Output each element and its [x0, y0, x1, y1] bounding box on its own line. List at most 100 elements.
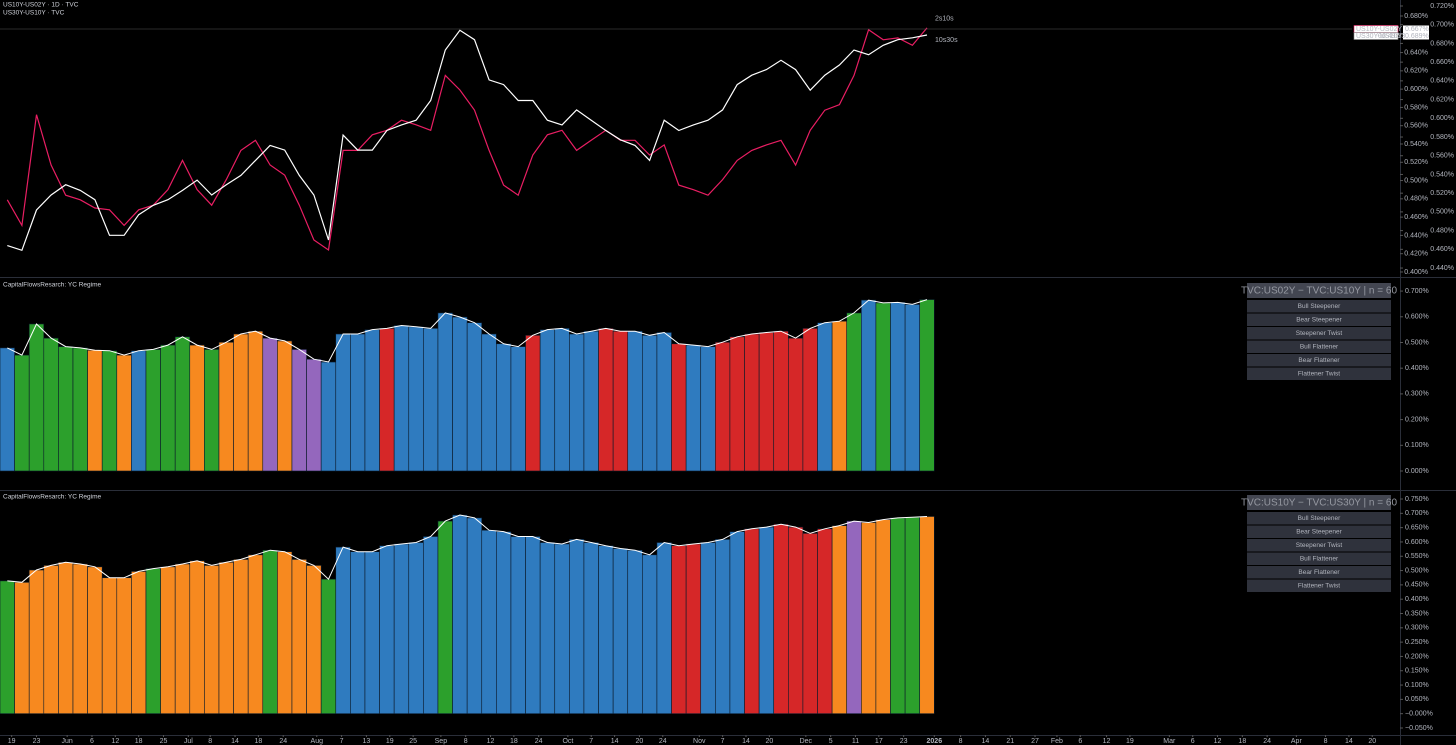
- legend-row: [1247, 512, 1391, 525]
- x-tick-label: 20: [1368, 738, 1376, 745]
- bar: [700, 542, 716, 714]
- bar: [0, 580, 15, 714]
- x-tick-label: 12: [1103, 738, 1111, 745]
- x-tick-label: 8: [1324, 738, 1328, 745]
- bar: [452, 514, 468, 714]
- bar: [277, 340, 293, 472]
- bar: [28, 323, 45, 472]
- bar: [642, 334, 658, 472]
- legend-entry: Bear Flattener: [1298, 357, 1340, 364]
- bar: [831, 320, 848, 472]
- x-tick-label: 25: [160, 738, 168, 745]
- y-tick-label: 0.600%: [1404, 86, 1428, 93]
- legend-entry: Flattener Twist: [1298, 583, 1340, 590]
- bar: [627, 330, 643, 472]
- bar: [700, 346, 716, 472]
- bar: [656, 332, 672, 472]
- bar: [729, 531, 745, 714]
- bar: [627, 549, 643, 714]
- x-tick-label: 8: [464, 738, 468, 745]
- y-tick-label: 0.400%: [1405, 596, 1429, 603]
- bar: [539, 542, 556, 714]
- bar: [101, 577, 118, 714]
- y-tick-label: 0.700%: [1405, 288, 1429, 295]
- bar: [890, 302, 906, 472]
- bar: [101, 350, 118, 472]
- bar: [817, 322, 833, 472]
- bar: [43, 337, 59, 472]
- legend-row: [1247, 340, 1391, 353]
- x-tick-label: 18: [1238, 738, 1246, 745]
- y-tick-label: 0.400%: [1404, 269, 1428, 276]
- x-tick-label: 19: [386, 738, 394, 745]
- legend-entry: Steepener Twist: [1296, 542, 1343, 549]
- legend-row: [1247, 300, 1391, 313]
- x-tick-label: Nov: [693, 738, 706, 745]
- bar: [642, 554, 658, 714]
- y-tick-label: 0.250%: [1405, 639, 1429, 646]
- x-tick-label: 14: [982, 738, 990, 745]
- y-tick-label: 0.050%: [1405, 696, 1429, 703]
- bar: [773, 523, 789, 714]
- y-tick-label: 0.500%: [1405, 339, 1429, 346]
- y-tick-label: 0.720%: [1430, 3, 1454, 10]
- y-tick-label: 0.400%: [1405, 365, 1429, 372]
- bar: [496, 531, 512, 714]
- bar: [291, 559, 307, 714]
- bar: [350, 551, 366, 714]
- legend-entry: Steepener Twist: [1296, 330, 1343, 337]
- x-tick-label: Dec: [800, 738, 813, 745]
- x-tick-label: 17: [875, 738, 883, 745]
- bar: [14, 582, 30, 714]
- indicator-title: CapitalFlowsResarch: YC Regime: [3, 282, 102, 289]
- legend-row: [1247, 354, 1391, 367]
- bar: [656, 542, 672, 714]
- bar: [131, 350, 147, 472]
- y-tick-label: 0.640%: [1430, 78, 1454, 85]
- bar: [554, 328, 570, 472]
- x-tick-label: 12: [111, 738, 119, 745]
- y-tick-label: 0.750%: [1405, 496, 1429, 503]
- y-tick-label: 0.000%: [1405, 468, 1429, 475]
- legend-row: [1247, 566, 1391, 579]
- bar: [423, 328, 439, 472]
- x-tick-label: 24: [535, 738, 543, 745]
- x-tick-label: 23: [900, 738, 908, 745]
- bar: [496, 343, 512, 472]
- bar: [335, 333, 351, 472]
- y-tick-label: 0.200%: [1405, 416, 1429, 423]
- price-tag-box: [1403, 32, 1429, 40]
- bar: [685, 344, 702, 472]
- series-line: [6, 27, 928, 252]
- bar: [306, 565, 322, 714]
- y-tick-label: 0.150%: [1405, 668, 1429, 675]
- bar: [744, 528, 760, 714]
- bar: [510, 346, 526, 472]
- series-label: 10s30s: [935, 37, 958, 44]
- bar: [583, 542, 599, 714]
- y-tick-label: 0.440%: [1430, 265, 1454, 272]
- bar: [846, 312, 862, 472]
- bar: [612, 330, 629, 472]
- y-tick-label: 0.620%: [1404, 68, 1428, 75]
- x-tick-label: 14: [611, 738, 619, 745]
- bar: [583, 330, 599, 472]
- price-tag-countdown: 06:49:53: [1378, 33, 1405, 40]
- bar: [379, 545, 395, 714]
- bar: [233, 559, 249, 714]
- bar: [364, 551, 380, 714]
- legend-title: TVC:US02Y − TVC:US10Y | n = 60: [1241, 286, 1397, 297]
- legend-entry: Flattener Twist: [1298, 371, 1340, 378]
- bar: [744, 333, 760, 472]
- legend-title-box: [1247, 495, 1391, 510]
- y-tick-label: 0.560%: [1430, 153, 1454, 160]
- legend-row: [1247, 539, 1391, 552]
- legend-entry: Bear Flattener: [1298, 569, 1340, 576]
- x-tick-label: 8: [959, 738, 963, 745]
- bar-outline: [7, 299, 928, 363]
- y-tick-label: 0.440%: [1404, 232, 1428, 239]
- bar: [437, 520, 453, 714]
- x-tick-label: 24: [659, 738, 667, 745]
- bar: [671, 343, 687, 472]
- y-tick-label: 0.540%: [1430, 171, 1454, 178]
